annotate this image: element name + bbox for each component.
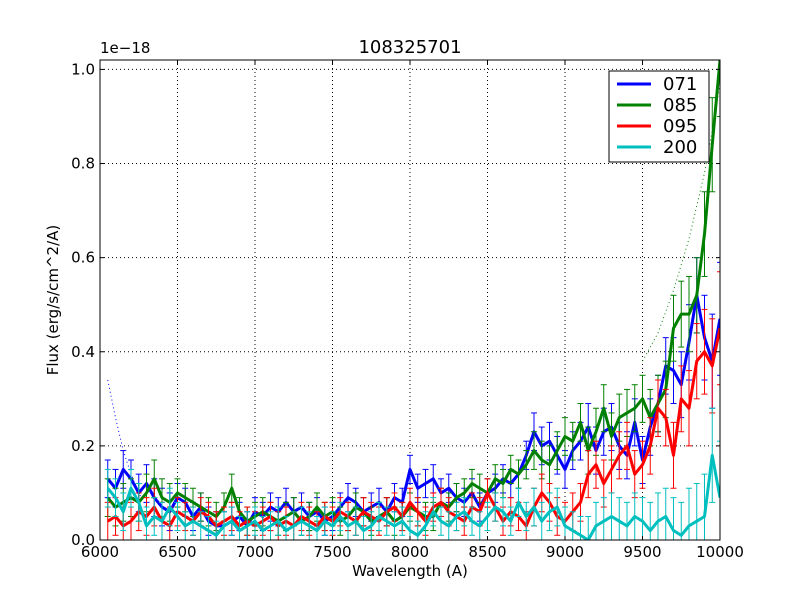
y-tick-label: 0.0 [71, 531, 95, 549]
legend-label-200: 200 [663, 137, 697, 158]
legend-label-095: 095 [663, 116, 697, 137]
y-tick-label: 0.6 [71, 249, 95, 267]
y-tick-label: 1.0 [71, 60, 95, 78]
y-tick-label: 0.4 [71, 343, 95, 361]
y-tick-label: 0.8 [71, 155, 95, 173]
x-tick-label: 7500 [313, 543, 351, 561]
model-curve-071 [107, 379, 147, 508]
x-tick-label: 6000 [81, 543, 119, 561]
legend-label-071: 071 [663, 74, 697, 95]
x-tick-label: 7000 [236, 543, 274, 561]
chart-title: 108325701 [358, 37, 461, 58]
x-tick-label: 10000 [696, 543, 744, 561]
x-tick-label: 9500 [623, 543, 661, 561]
series-line-200 [106, 453, 720, 540]
series-group [104, 60, 720, 540]
legend-label-085: 085 [663, 95, 697, 116]
x-tick-label: 6500 [158, 543, 196, 561]
x-tick-label: 8000 [391, 543, 429, 561]
x-axis-label: Wavelength (A) [352, 562, 468, 580]
series-line-071 [106, 293, 720, 528]
x-tick-label: 8500 [468, 543, 506, 561]
x-tick-label: 9000 [546, 543, 584, 561]
axis-ticks: 6000 6500 7000 7500 8000 8500 9000 9500 10000 0.0… [71, 60, 744, 561]
series-line-095 [106, 327, 720, 528]
y-offset-text: 1e−18 [100, 39, 150, 57]
y-tick-label: 0.2 [71, 437, 95, 455]
y-axis-label: Flux (erg/s/cm^2/A) [44, 225, 62, 376]
model-curve-085 [642, 83, 720, 362]
